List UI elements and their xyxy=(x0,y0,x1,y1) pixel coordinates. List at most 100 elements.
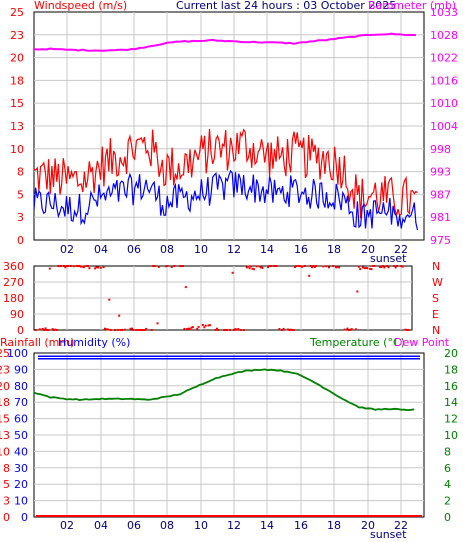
rainfall-tick-label: 25 xyxy=(0,347,10,360)
direction-point xyxy=(62,265,65,267)
temperature-tick-label: 4 xyxy=(444,478,451,491)
direction-point xyxy=(275,265,278,267)
humidity-tick-label: 90 xyxy=(14,363,28,376)
temperature-tick-label: 10 xyxy=(444,429,458,442)
direction-point xyxy=(142,329,145,331)
direction-point xyxy=(99,266,102,269)
x-tick-label: 14 xyxy=(260,519,274,532)
direction-point xyxy=(143,329,146,331)
direction-point xyxy=(70,265,72,267)
direction-point xyxy=(278,328,281,330)
direction-point xyxy=(245,266,248,269)
direction-point xyxy=(369,267,372,270)
direction-point xyxy=(247,265,250,268)
windspeed-tick-label: 5 xyxy=(17,188,24,201)
direction-point xyxy=(242,329,245,331)
direction-point xyxy=(268,265,271,267)
bottom-x-tick-labels: 02 04 06 08 10 12 14 16 18 20 22 xyxy=(60,519,408,532)
direction-point xyxy=(189,328,192,331)
direction-point xyxy=(132,329,135,331)
direction-point xyxy=(396,265,398,267)
humidity-tick-label: 0 xyxy=(21,511,28,524)
direction-degree-label: 180 xyxy=(3,292,24,305)
direction-point xyxy=(82,266,85,269)
direction-point xyxy=(237,328,240,331)
direction-point xyxy=(88,267,91,270)
direction-point xyxy=(197,325,200,328)
direction-point xyxy=(332,265,335,267)
barometer-tick-label: 1004 xyxy=(430,120,458,133)
windspeed-tick-label: 23 xyxy=(10,29,24,42)
direction-point xyxy=(201,324,204,326)
x-tick-label: 04 xyxy=(94,519,108,532)
direction-grid xyxy=(34,266,412,330)
direction-point xyxy=(312,265,315,267)
windspeed-tick-label: 25 xyxy=(10,6,24,19)
direction-point xyxy=(104,327,106,330)
barometer-tick-label: 1022 xyxy=(430,52,458,65)
direction-point xyxy=(301,265,304,268)
direction-degree-label: 90 xyxy=(10,308,24,321)
rainfall-tick-label: 15 xyxy=(0,413,10,426)
x-tick-label: 14 xyxy=(260,243,274,256)
windspeed-tick-label: 8 xyxy=(17,166,24,179)
direction-point xyxy=(274,265,277,267)
direction-point xyxy=(87,265,89,267)
humidity-tick-label: 70 xyxy=(14,396,28,409)
direction-point xyxy=(269,265,272,267)
direction-point xyxy=(248,267,251,270)
direction-point xyxy=(322,265,325,268)
direction-point xyxy=(67,265,70,267)
direction-point xyxy=(354,328,357,331)
temperature-tick-label: 20 xyxy=(444,347,458,360)
direction-point xyxy=(217,329,220,331)
x-tick-label: 10 xyxy=(194,519,208,532)
temperature-tick-label: 18 xyxy=(444,363,458,376)
direction-point xyxy=(95,266,98,269)
direction-point xyxy=(349,328,352,331)
direction-point xyxy=(380,266,383,269)
direction-point xyxy=(251,267,254,270)
direction-point xyxy=(337,266,340,269)
windspeed-tick-label: 10 xyxy=(10,143,24,156)
rainfall-tick-label: 0 xyxy=(3,511,10,524)
windspeed-tick-label: 0 xyxy=(17,234,24,247)
direction-degree-label: 270 xyxy=(3,276,24,289)
rainfall-tick-label: 3 xyxy=(3,495,10,508)
direction-point xyxy=(383,266,386,269)
direction-point xyxy=(38,328,41,331)
direction-point xyxy=(152,265,155,267)
direction-point xyxy=(79,265,82,268)
direction-point xyxy=(72,265,75,268)
direction-point xyxy=(362,266,364,269)
direction-degree-label: 0 xyxy=(17,324,24,337)
direction-point xyxy=(191,326,194,329)
direction-point xyxy=(216,327,218,330)
direction-point xyxy=(75,265,78,267)
windspeed-title: Windspeed (m/s) xyxy=(34,0,127,12)
direction-point xyxy=(335,266,338,269)
direction-point xyxy=(58,265,61,268)
barometer-title: Barometer (mb) xyxy=(368,0,456,12)
direction-compass-label: W xyxy=(432,276,443,289)
direction-point xyxy=(170,266,173,268)
direction-point xyxy=(394,266,397,269)
x-tick-label: 20 xyxy=(361,243,375,256)
humidity-tick-label: 60 xyxy=(14,413,28,426)
x-tick-label: 10 xyxy=(194,243,208,256)
direction-point xyxy=(289,328,292,331)
direction-point xyxy=(309,265,312,267)
temperature-tick-label: 8 xyxy=(444,445,451,458)
x-tick-label: 22 xyxy=(394,243,408,256)
rainfall-tick-label: 8 xyxy=(3,462,10,475)
x-tick-label: 12 xyxy=(227,519,241,532)
direction-point xyxy=(190,326,193,329)
direction-compass-label: E xyxy=(432,308,439,321)
direction-point xyxy=(153,265,156,267)
direction-point xyxy=(299,265,302,268)
direction-point xyxy=(102,266,105,269)
direction-point xyxy=(166,265,169,267)
direction-compass-label: S xyxy=(432,292,439,305)
direction-point xyxy=(85,265,88,267)
